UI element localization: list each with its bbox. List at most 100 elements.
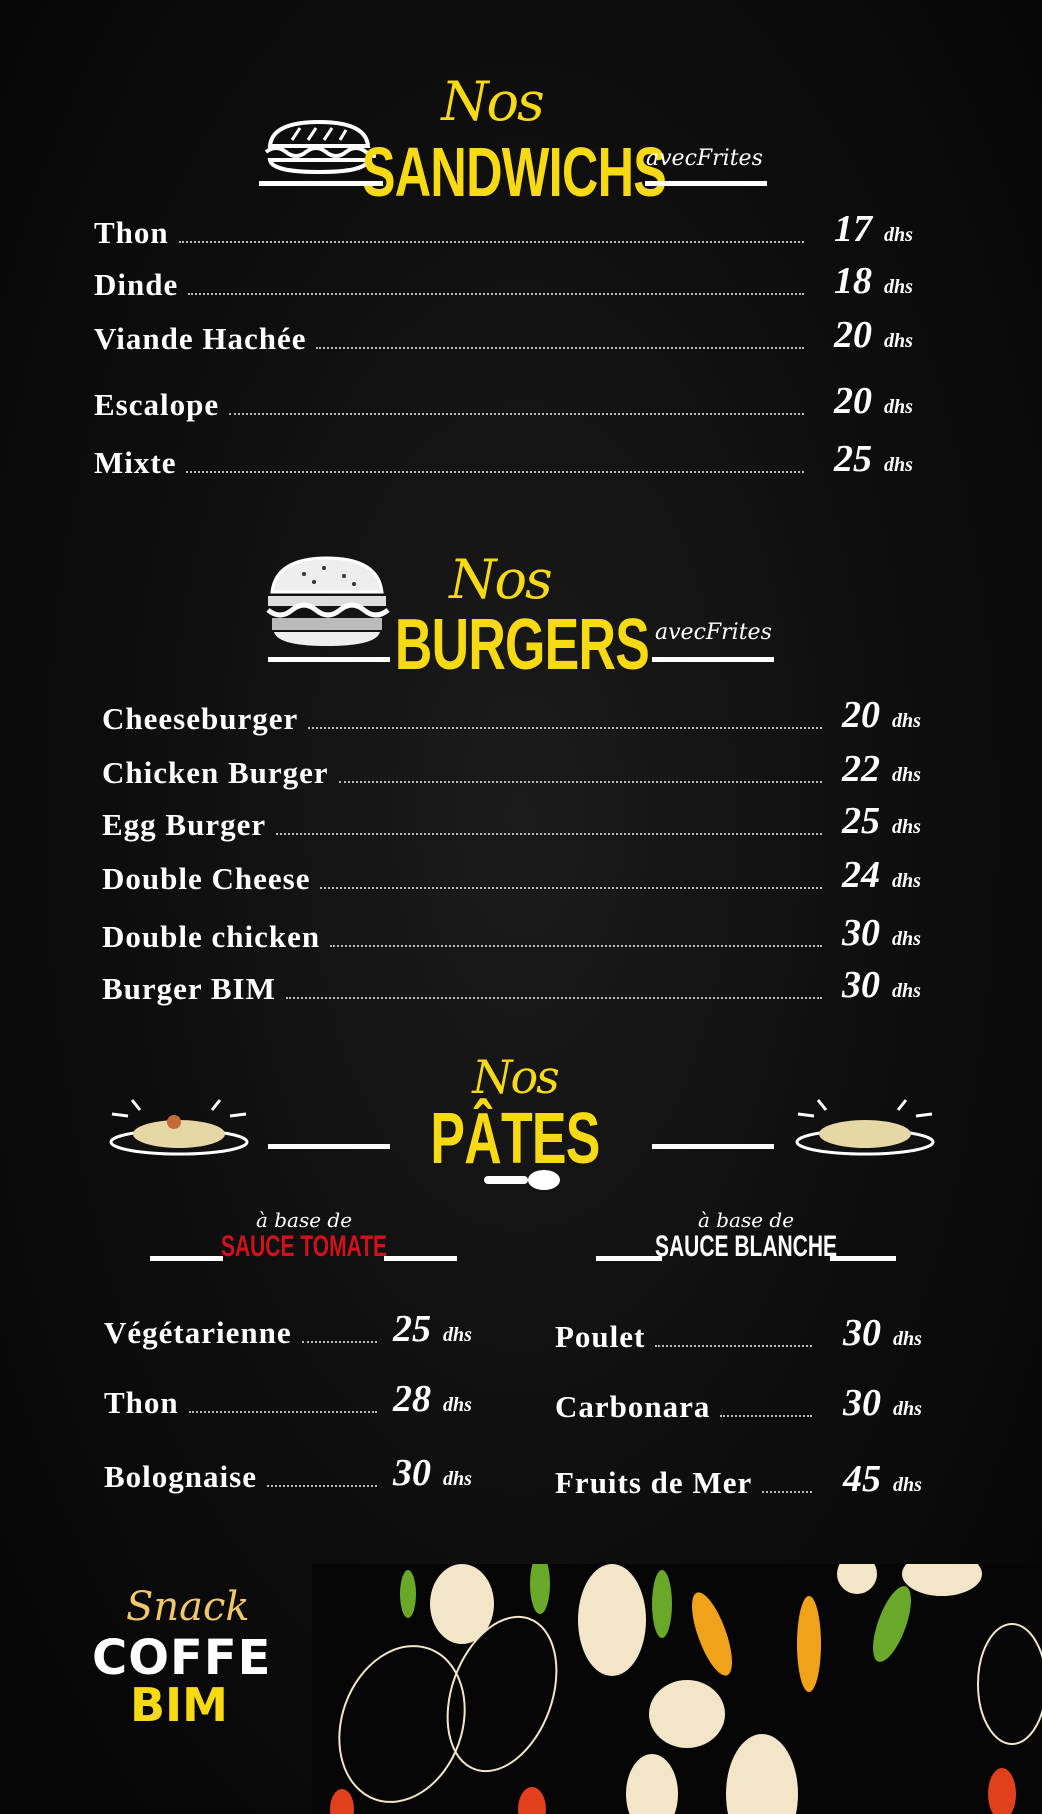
dot-leader [188,293,804,295]
dot-leader [276,833,822,835]
dot-leader [188,1411,377,1413]
item-name: Chicken Burger [102,755,329,790]
menu-item: Burger BIM [102,964,830,1004]
menu-item: Chicken Burger [102,748,830,788]
price-value: 20 [834,380,872,422]
item-price: 22 dhs [842,750,921,788]
item-name: Thon [104,1385,179,1420]
price-value: 20 [842,694,880,736]
item-price: 24 dhs [842,856,921,894]
logo-coffe: COFFE [92,1630,272,1686]
nos-label: Nos [472,1050,560,1104]
dot-leader [330,945,822,947]
price-unit: dhs [892,980,921,1002]
price-unit: dhs [892,870,921,892]
price-value: 30 [842,912,880,954]
item-name: Escalope [94,387,220,422]
price-unit: dhs [893,1328,922,1350]
food-illustration-banner [312,1564,1042,1814]
divider [259,181,383,186]
dot-leader [338,781,822,783]
price-value: 20 [834,314,872,356]
item-price: 28 dhs [393,1380,472,1418]
section-title: BURGERS [394,605,650,685]
item-price: 25 dhs [393,1310,472,1348]
item-price: 20 dhs [842,696,921,734]
sandwich-icon [264,119,376,175]
price-unit: dhs [893,1474,922,1496]
price-unit: dhs [893,1398,922,1420]
item-name: Bolognaise [104,1459,257,1494]
divider [150,1256,223,1261]
nos-label: Nos [441,70,544,133]
price-value: 30 [843,1382,881,1424]
price-value: 28 [393,1378,431,1420]
dot-leader [301,1341,377,1343]
price-value: 30 [393,1452,431,1494]
divider [596,1256,662,1261]
pasta-plate-icon [795,1099,935,1156]
menu-item: Thon [94,208,812,248]
dot-leader [266,1485,377,1487]
price-value: 30 [843,1312,881,1354]
burger-icon [266,556,390,646]
menu-item: Cheeseburger [102,694,830,734]
item-name: Thon [94,215,169,250]
logo-bim: BIM [130,1678,228,1732]
menu-item: Fruits de Mer [555,1458,820,1498]
item-name: Egg Burger [102,807,267,842]
price-value: 25 [842,800,880,842]
menu-item: Bolognaise [104,1452,385,1492]
divider [645,181,767,186]
price-unit: dhs [892,928,921,950]
section-title: PÂTES [430,1099,600,1179]
item-name: Fruits de Mer [555,1465,753,1500]
dot-leader [316,347,804,349]
dot-leader [320,887,822,889]
section-title: SANDWICHS [361,133,667,211]
item-name: Mixte [94,445,177,480]
divider [830,1256,896,1261]
item-price: 30 dhs [843,1384,922,1422]
price-value: 25 [834,438,872,480]
item-name: Double Cheese [102,861,311,896]
dot-leader [655,1345,812,1347]
menu-item: Escalope [94,380,812,420]
sauce-blanche-title: SAUCE BLANCHE [654,1230,838,1263]
item-price: 25 dhs [834,440,913,478]
section-suffix: avecFrites [646,146,763,171]
menu-item: Dinde [94,260,812,300]
item-price: 18 dhs [834,262,913,300]
sauce-tomate-title: SAUCE TOMATE [220,1230,388,1263]
nos-label: Nos [449,548,552,611]
price-value: 25 [393,1308,431,1350]
price-unit: dhs [443,1394,472,1416]
item-name: Double chicken [102,919,321,954]
item-price: 30 dhs [843,1314,922,1352]
item-price: 30 dhs [393,1454,472,1492]
menu-item: Végétarienne [104,1308,385,1348]
item-price: 25 dhs [842,802,921,840]
divider [268,1144,390,1149]
food-doodles-icon [330,1564,1042,1814]
price-unit: dhs [884,454,913,476]
price-unit: dhs [892,764,921,786]
item-name: Cheeseburger [102,701,299,736]
price-unit: dhs [443,1324,472,1346]
menu-item: Thon [104,1378,385,1418]
item-price: 20 dhs [834,316,913,354]
price-value: 22 [842,748,880,790]
divider [384,1256,457,1261]
item-price: 45 dhs [843,1460,922,1498]
item-name: Carbonara [555,1389,711,1424]
item-name: Dinde [94,267,179,302]
item-price: 20 dhs [834,382,913,420]
item-price: 30 dhs [842,914,921,952]
menu-item: Carbonara [555,1382,820,1422]
sauce-prefix: à base de [697,1208,795,1232]
divider [268,657,390,662]
menu-item: Mixte [94,438,812,478]
divider [652,657,774,662]
item-name: Burger BIM [102,971,276,1006]
